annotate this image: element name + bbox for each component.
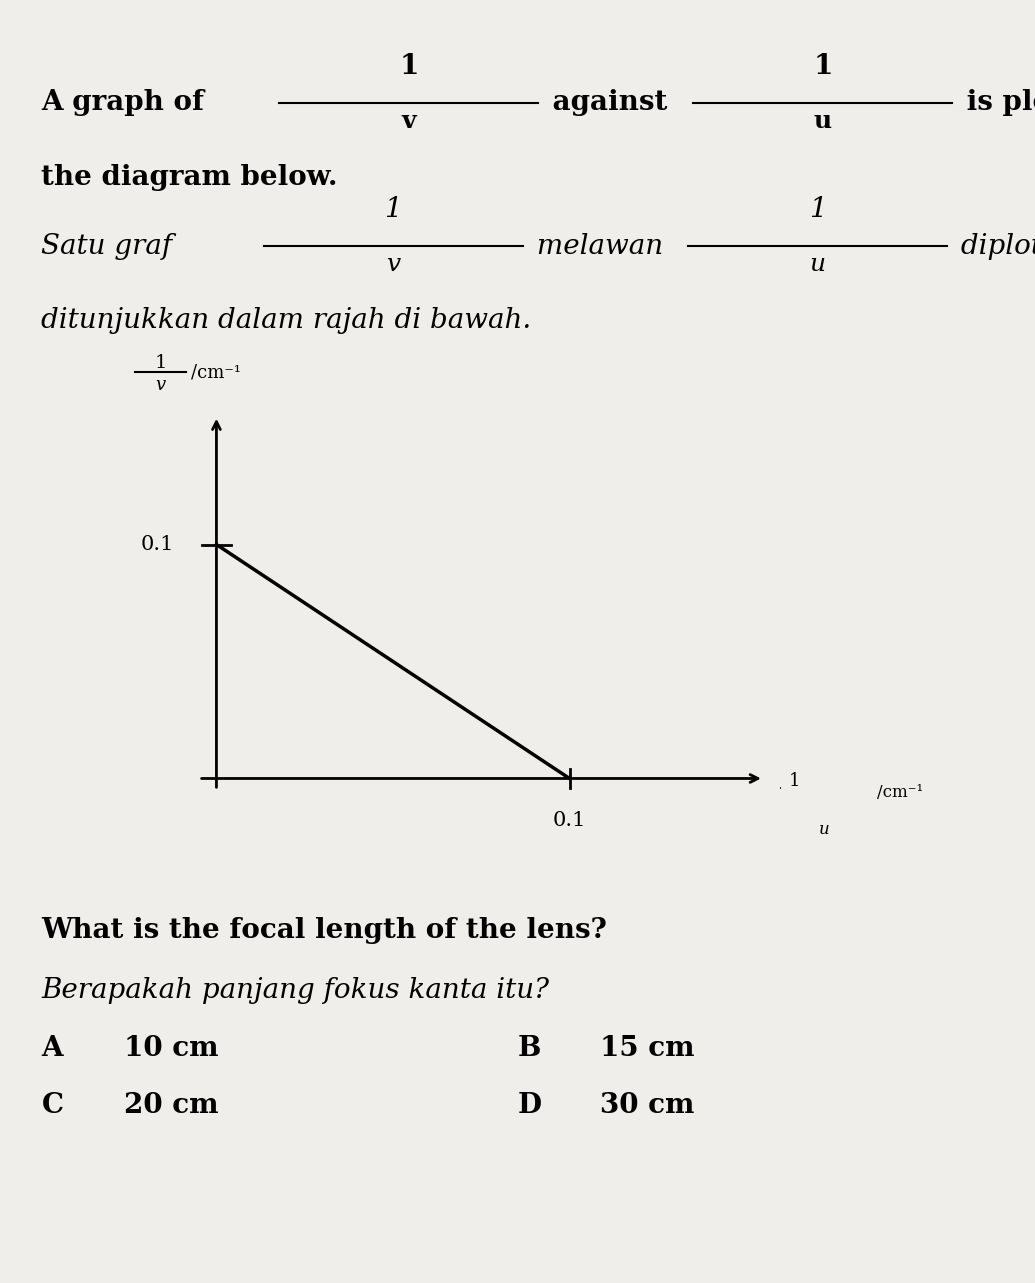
Text: Satu graf: Satu graf (41, 232, 181, 260)
Text: 1: 1 (814, 53, 832, 80)
Text: What is the focal length of the lens?: What is the focal length of the lens? (41, 916, 608, 944)
Text: 0.1: 0.1 (553, 811, 586, 830)
Text: is plotted as shown in: is plotted as shown in (957, 89, 1035, 117)
Text: 20 cm: 20 cm (124, 1092, 218, 1120)
Text: /cm⁻¹: /cm⁻¹ (191, 363, 241, 381)
Text: ditunjukkan dalam rajah di bawah.: ditunjukkan dalam rajah di bawah. (41, 307, 532, 335)
Text: 30 cm: 30 cm (600, 1092, 694, 1120)
Text: A: A (41, 1034, 63, 1062)
Text: u: u (819, 821, 829, 838)
Text: 1: 1 (789, 772, 800, 790)
Text: A graph of: A graph of (41, 89, 214, 117)
Text: the diagram below.: the diagram below. (41, 163, 337, 191)
Text: D: D (518, 1092, 541, 1120)
Text: 10 cm: 10 cm (124, 1034, 218, 1062)
Text: v: v (386, 253, 401, 276)
Text: v: v (155, 376, 166, 394)
Text: 1: 1 (400, 53, 418, 80)
Text: diplotkan seperti yang: diplotkan seperti yang (952, 232, 1035, 260)
Text: Berapakah panjang fokus kanta itu?: Berapakah panjang fokus kanta itu? (41, 976, 550, 1005)
Text: 1: 1 (384, 196, 403, 223)
Text: C: C (41, 1092, 63, 1120)
Text: B: B (518, 1034, 541, 1062)
Text: 1: 1 (808, 196, 827, 223)
Text: melawan: melawan (528, 232, 672, 260)
Text: u: u (814, 109, 832, 133)
Text: against: against (543, 89, 677, 117)
Text: v: v (402, 109, 416, 133)
Text: 15 cm: 15 cm (600, 1034, 694, 1062)
Text: u: u (809, 253, 826, 276)
Text: /cm⁻¹: /cm⁻¹ (877, 784, 923, 801)
Text: 0.1: 0.1 (141, 535, 174, 554)
Text: 1: 1 (154, 354, 167, 372)
